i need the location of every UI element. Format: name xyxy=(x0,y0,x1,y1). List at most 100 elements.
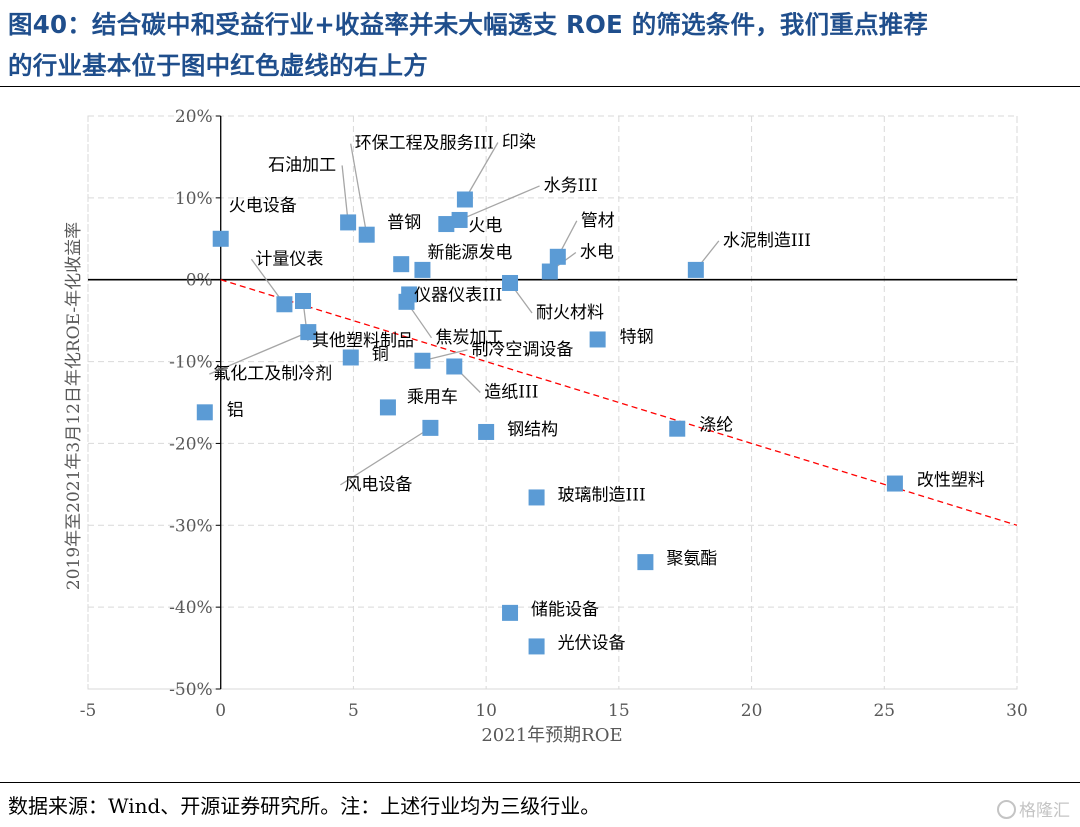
data-point xyxy=(422,419,439,436)
data-point xyxy=(414,261,431,278)
data-point xyxy=(358,226,375,243)
data-point xyxy=(589,331,606,348)
data-point-label: 耐火材料 xyxy=(536,303,604,323)
data-point xyxy=(478,423,495,440)
data-point-label: 印染 xyxy=(502,132,536,152)
x-tick-label: 5 xyxy=(348,701,359,721)
x-tick-label: 30 xyxy=(1006,701,1028,721)
watermark: 格隆汇 xyxy=(997,796,1070,821)
data-point xyxy=(379,399,396,416)
trendline xyxy=(220,279,1018,526)
data-point-label: 特钢 xyxy=(620,327,654,347)
data-point-label: 氟化工及制冷剂 xyxy=(213,364,332,384)
data-point xyxy=(276,296,293,313)
data-point-label: 计量仪表 xyxy=(255,249,323,269)
data-point-label: 改性塑料 xyxy=(917,471,985,491)
data-points xyxy=(196,191,903,655)
watermark-text: 格隆汇 xyxy=(1019,801,1070,821)
data-point xyxy=(451,211,468,228)
leader-line xyxy=(341,165,349,223)
title-divider xyxy=(0,86,1080,87)
data-point xyxy=(438,216,455,233)
data-point-label: 储能设备 xyxy=(531,600,599,620)
data-point-label: 钢结构 xyxy=(507,420,558,440)
data-point xyxy=(687,261,704,278)
data-point-label: 造纸III xyxy=(484,382,538,402)
data-point xyxy=(300,324,317,341)
data-point-label: 乘用车 xyxy=(407,387,458,407)
y-tick-label: 10% xyxy=(175,189,213,209)
x-tick-label: 0 xyxy=(215,701,226,721)
y-tick-label: -30% xyxy=(169,516,213,536)
data-point-label: 水电 xyxy=(580,243,614,263)
data-point-label: 焦炭加工 xyxy=(436,328,504,348)
data-point-label: 火电 xyxy=(468,216,502,236)
y-tick-label: 20% xyxy=(175,107,213,127)
data-point xyxy=(502,274,519,291)
data-point xyxy=(393,256,410,273)
y-tick-label: -50% xyxy=(169,680,213,700)
data-point-label: 风电设备 xyxy=(344,475,412,495)
data-point xyxy=(196,404,213,421)
data-point xyxy=(446,358,463,375)
data-point-label: 石油加工 xyxy=(268,155,336,175)
data-point-label: 涤纶 xyxy=(699,416,733,436)
figure-title-line1: 图40：结合碳中和受益行业+收益率并未大幅透支 ROE 的筛选条件，我们重点推荐 xyxy=(8,10,929,39)
data-point xyxy=(340,214,357,231)
data-point-label: 水务III xyxy=(544,176,598,196)
data-point-label: 玻璃制造III xyxy=(558,485,646,505)
data-point-label: 聚氨酯 xyxy=(666,549,717,569)
data-point xyxy=(528,489,545,506)
data-point-label: 管材 xyxy=(581,211,615,231)
data-point xyxy=(456,191,473,208)
source-divider xyxy=(0,782,1080,783)
data-point xyxy=(502,604,519,621)
data-point xyxy=(398,293,415,310)
figure-title: 图40：结合碳中和受益行业+收益率并未大幅透支 ROE 的筛选条件，我们重点推荐… xyxy=(8,4,1076,86)
data-point xyxy=(528,638,545,655)
y-tick-label: -40% xyxy=(169,598,213,618)
leader-line xyxy=(340,427,431,486)
data-point-label: 光伏设备 xyxy=(558,633,626,653)
data-point xyxy=(294,292,311,309)
data-point-label: 水泥制造III xyxy=(723,231,811,251)
figure-title-line2: 的行业基本位于图中红色虚线的右上方 xyxy=(8,51,428,80)
data-point-label: 铝 xyxy=(227,400,244,420)
axes: -5 0 5 10 15 20 25 30 -50% -40% -30% -20% -10% 0% 10% 2… xyxy=(80,107,1028,721)
data-point-label: 铜 xyxy=(372,344,389,364)
data-point xyxy=(637,554,654,571)
trendline-layer xyxy=(220,279,1018,526)
y-tick-label: -10% xyxy=(169,353,213,373)
data-point xyxy=(886,475,903,492)
leader-line xyxy=(464,142,499,200)
x-tick-label: 15 xyxy=(608,701,630,721)
data-point xyxy=(414,352,431,369)
source-note: 数据来源：Wind、开源证券研究所。注：上述行业均为三级行业。 xyxy=(8,794,601,818)
data-point-label: 新能源发电 xyxy=(427,243,512,263)
x-axis-title: 2021年预期ROE xyxy=(481,725,622,746)
data-point xyxy=(212,230,229,247)
data-point-label: 其他塑料制品 xyxy=(312,331,414,351)
y-axis-title: 2019年至2021年3月12日年化ROE-年化收益率 xyxy=(64,222,84,590)
leader-line xyxy=(350,143,368,235)
watermark-logo-icon xyxy=(997,800,1016,819)
scatter-chart: -5 0 5 10 15 20 25 30 -50% -40% -30% -20% -10% 0% 10% 2… xyxy=(64,107,1028,746)
y-tick-label: 0% xyxy=(186,271,213,291)
data-point-label: 仪器仪表III xyxy=(414,285,502,305)
x-tick-label: 25 xyxy=(873,701,895,721)
x-tick-label: -5 xyxy=(80,701,97,721)
data-point-label: 火电设备 xyxy=(229,196,297,216)
data-point-label: 制冷空调设备 xyxy=(471,340,573,360)
x-tick-label: 20 xyxy=(741,701,763,721)
y-tick-label: -20% xyxy=(169,434,213,454)
leader-line xyxy=(459,185,540,221)
leader-line xyxy=(209,331,309,375)
data-point-label: 环保工程及服务III xyxy=(355,134,494,154)
data-point xyxy=(541,263,558,280)
data-point xyxy=(342,349,359,366)
x-tick-label: 10 xyxy=(475,701,497,721)
data-point xyxy=(669,420,686,437)
data-point xyxy=(549,248,566,265)
data-point-label: 普钢 xyxy=(387,213,421,233)
